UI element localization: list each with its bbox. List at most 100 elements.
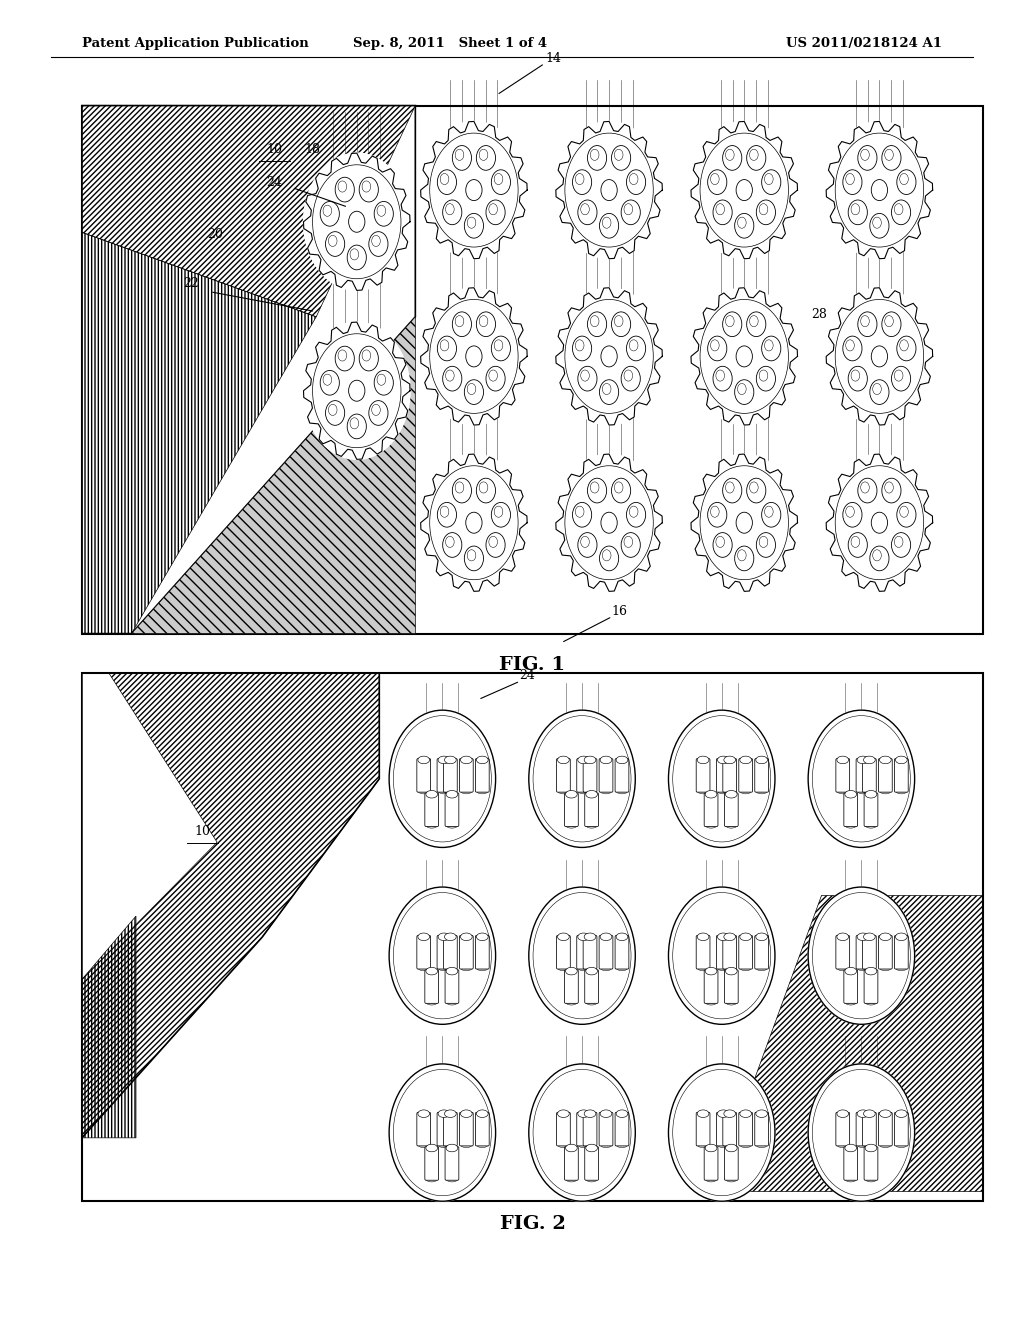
Ellipse shape bbox=[476, 756, 488, 764]
Circle shape bbox=[611, 145, 631, 170]
Ellipse shape bbox=[418, 933, 430, 941]
Ellipse shape bbox=[426, 1176, 437, 1181]
Ellipse shape bbox=[600, 1142, 612, 1147]
Ellipse shape bbox=[444, 933, 457, 941]
Circle shape bbox=[437, 337, 457, 360]
FancyBboxPatch shape bbox=[564, 970, 579, 1003]
FancyBboxPatch shape bbox=[862, 759, 877, 792]
Ellipse shape bbox=[426, 968, 437, 975]
Circle shape bbox=[765, 506, 773, 517]
Circle shape bbox=[669, 1064, 775, 1201]
FancyBboxPatch shape bbox=[585, 793, 598, 826]
Circle shape bbox=[869, 546, 889, 570]
Circle shape bbox=[602, 549, 611, 561]
Ellipse shape bbox=[446, 1144, 458, 1152]
Circle shape bbox=[759, 536, 768, 548]
Circle shape bbox=[602, 383, 611, 395]
Ellipse shape bbox=[616, 1110, 628, 1118]
Ellipse shape bbox=[446, 1176, 458, 1181]
Circle shape bbox=[488, 370, 498, 381]
Circle shape bbox=[581, 370, 590, 381]
Circle shape bbox=[897, 337, 916, 360]
Circle shape bbox=[627, 503, 646, 527]
Circle shape bbox=[556, 288, 663, 425]
Ellipse shape bbox=[446, 968, 458, 975]
Circle shape bbox=[572, 337, 592, 360]
FancyBboxPatch shape bbox=[443, 1113, 458, 1146]
Ellipse shape bbox=[461, 756, 472, 764]
FancyBboxPatch shape bbox=[738, 1113, 753, 1146]
Circle shape bbox=[716, 536, 725, 548]
Circle shape bbox=[348, 380, 365, 401]
Ellipse shape bbox=[476, 933, 488, 941]
Ellipse shape bbox=[584, 1142, 596, 1147]
Circle shape bbox=[488, 203, 498, 215]
Circle shape bbox=[599, 380, 618, 404]
Circle shape bbox=[456, 149, 464, 161]
FancyBboxPatch shape bbox=[856, 936, 869, 969]
Polygon shape bbox=[82, 106, 416, 634]
Circle shape bbox=[726, 482, 734, 494]
Ellipse shape bbox=[586, 1144, 597, 1152]
Ellipse shape bbox=[863, 965, 876, 970]
Circle shape bbox=[734, 546, 754, 570]
Circle shape bbox=[335, 177, 354, 202]
FancyBboxPatch shape bbox=[583, 759, 597, 792]
Circle shape bbox=[872, 383, 882, 395]
FancyBboxPatch shape bbox=[717, 759, 730, 792]
Circle shape bbox=[347, 414, 367, 438]
Circle shape bbox=[711, 173, 719, 185]
Ellipse shape bbox=[756, 965, 768, 970]
Ellipse shape bbox=[863, 933, 876, 941]
Ellipse shape bbox=[865, 968, 877, 975]
Text: US 2011/0218124 A1: US 2011/0218124 A1 bbox=[786, 37, 942, 50]
Circle shape bbox=[708, 170, 727, 194]
Ellipse shape bbox=[444, 756, 457, 764]
Ellipse shape bbox=[584, 965, 596, 970]
Circle shape bbox=[726, 315, 734, 327]
Ellipse shape bbox=[438, 788, 450, 793]
Circle shape bbox=[624, 370, 633, 381]
FancyBboxPatch shape bbox=[724, 1147, 738, 1180]
Ellipse shape bbox=[845, 791, 857, 799]
Ellipse shape bbox=[461, 1110, 472, 1118]
Circle shape bbox=[826, 454, 933, 591]
Ellipse shape bbox=[845, 968, 857, 975]
Ellipse shape bbox=[718, 788, 729, 793]
Ellipse shape bbox=[718, 756, 729, 764]
Circle shape bbox=[726, 149, 734, 161]
Ellipse shape bbox=[706, 968, 717, 975]
Circle shape bbox=[591, 482, 599, 494]
Ellipse shape bbox=[461, 933, 472, 941]
Ellipse shape bbox=[756, 756, 768, 764]
FancyBboxPatch shape bbox=[894, 1113, 908, 1146]
Circle shape bbox=[614, 149, 623, 161]
Circle shape bbox=[736, 346, 753, 367]
Text: 20: 20 bbox=[207, 228, 223, 242]
Circle shape bbox=[858, 478, 877, 503]
FancyBboxPatch shape bbox=[844, 970, 858, 1003]
FancyBboxPatch shape bbox=[556, 1113, 570, 1146]
Circle shape bbox=[437, 170, 457, 194]
Circle shape bbox=[759, 203, 768, 215]
Circle shape bbox=[486, 366, 505, 391]
Ellipse shape bbox=[837, 965, 849, 970]
Ellipse shape bbox=[706, 791, 717, 799]
Circle shape bbox=[323, 205, 332, 216]
Ellipse shape bbox=[565, 1144, 578, 1152]
FancyBboxPatch shape bbox=[599, 1113, 613, 1146]
Ellipse shape bbox=[725, 1176, 737, 1181]
FancyBboxPatch shape bbox=[864, 1147, 878, 1180]
Ellipse shape bbox=[845, 822, 857, 828]
FancyBboxPatch shape bbox=[879, 936, 892, 969]
Circle shape bbox=[495, 173, 503, 185]
Ellipse shape bbox=[724, 788, 735, 793]
Circle shape bbox=[757, 199, 775, 224]
Circle shape bbox=[321, 371, 339, 395]
Circle shape bbox=[851, 370, 860, 381]
Text: Patent Application Publication: Patent Application Publication bbox=[82, 37, 308, 50]
Ellipse shape bbox=[446, 822, 458, 828]
FancyBboxPatch shape bbox=[705, 970, 718, 1003]
FancyBboxPatch shape bbox=[417, 1113, 431, 1146]
Circle shape bbox=[453, 145, 471, 170]
